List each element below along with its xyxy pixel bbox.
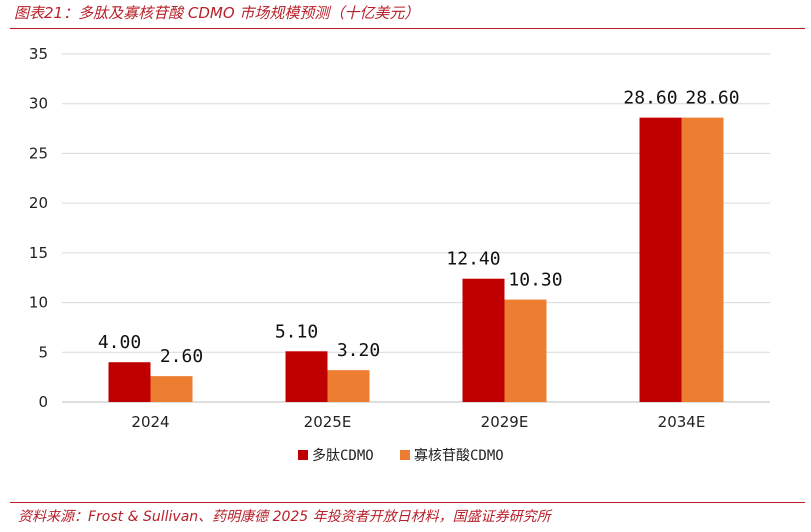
y-tick-label: 15 [29, 244, 48, 262]
data-label: 28.60 [623, 88, 677, 109]
y-axis-ticks: 0 5 10 15 20 25 30 35 [29, 45, 48, 411]
x-tick-label: 2029E [481, 413, 529, 431]
data-label: 12.40 [446, 249, 500, 270]
bar-peptide-2029E [462, 278, 505, 402]
bar-peptide-2034E [639, 117, 682, 403]
title-divider [10, 28, 805, 29]
x-tick-label: 2034E [658, 413, 706, 431]
legend-label: 寡核苷酸CDMO [414, 447, 504, 464]
data-labels: 4.00 2.60 5.10 3.20 12.40 10.30 28.60 28.60 [98, 88, 740, 368]
x-tick-label: 2025E [304, 413, 352, 431]
bar-oligo-2025E [327, 370, 370, 402]
bar-chart: 0 5 10 15 20 25 30 35 4.00 2.60 5.10 3.20 12.40 10.3… [29, 45, 770, 464]
data-label: 3.20 [337, 340, 380, 361]
y-tick-label: 0 [38, 393, 48, 411]
y-tick-label: 20 [29, 194, 48, 212]
legend-swatch-peptide [298, 450, 308, 460]
figure-title: 图表21：多肽及寡核苷酸 CDMO 市场规模预测（十亿美元） [14, 4, 420, 22]
source-note: 资料来源：Frost & Sullivan、药明康德 2025 年投资者开放日材… [18, 509, 551, 525]
bar-oligo-2029E [504, 299, 547, 402]
data-label: 4.00 [98, 332, 141, 353]
data-label: 5.10 [275, 321, 318, 342]
y-tick-label: 25 [29, 144, 48, 162]
y-tick-label: 5 [38, 343, 48, 361]
bar-peptide-2025E [285, 351, 328, 402]
bars [108, 117, 724, 403]
x-tick-label: 2024 [131, 413, 169, 431]
bar-oligo-2034E [681, 117, 724, 403]
bar-oligo-2024 [150, 376, 193, 402]
data-label: 10.30 [508, 270, 562, 291]
legend-swatch-oligo [400, 450, 410, 460]
data-label: 28.60 [685, 88, 739, 109]
bar-peptide-2024 [108, 362, 151, 402]
source-divider [10, 502, 805, 503]
y-tick-label: 10 [29, 294, 48, 312]
legend: 多肽CDMO 寡核苷酸CDMO [298, 447, 504, 464]
data-label: 2.60 [160, 346, 203, 367]
legend-label: 多肽CDMO [312, 447, 374, 464]
y-tick-label: 35 [29, 45, 48, 63]
x-axis-ticks: 2024 2025E 2029E 2034E [131, 413, 705, 431]
y-tick-label: 30 [29, 95, 48, 113]
